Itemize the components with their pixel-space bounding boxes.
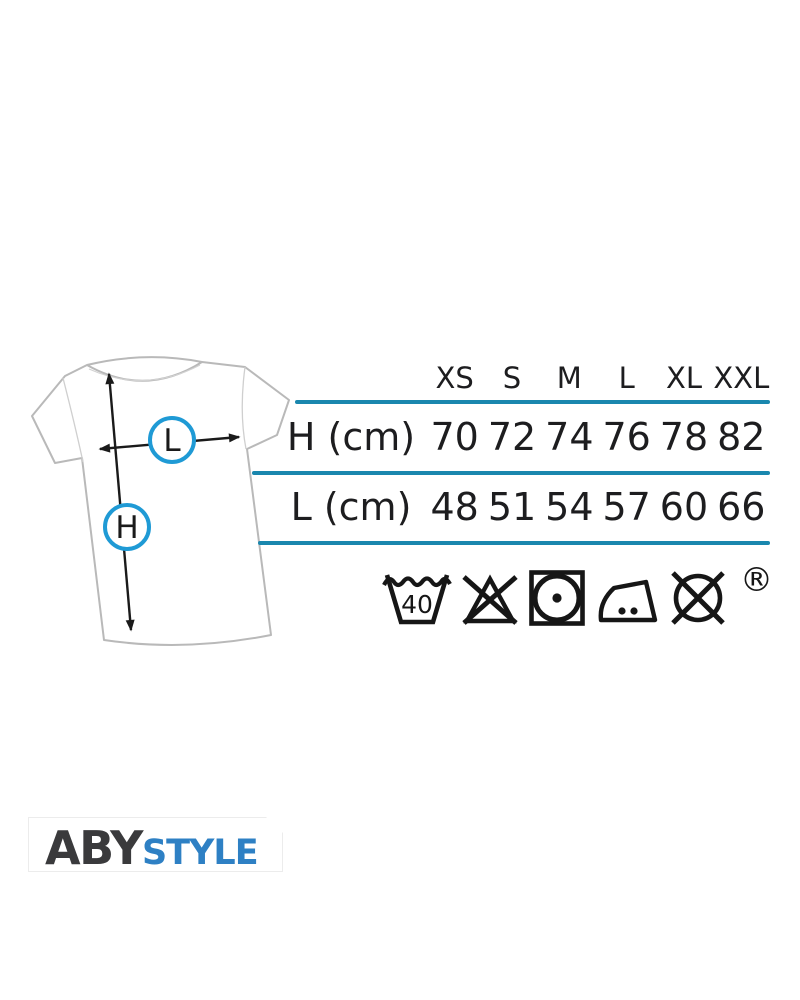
size-col-header: M bbox=[556, 360, 582, 395]
do-not-bleach-icon bbox=[462, 574, 518, 625]
tshirt-outline bbox=[31, 356, 290, 646]
size-value: 70 bbox=[430, 414, 479, 459]
row-label: H (cm) bbox=[286, 414, 416, 459]
size-value: 48 bbox=[430, 485, 479, 529]
size-table-header-row: XS S M L XL XXL bbox=[276, 355, 770, 400]
size-col-header: L bbox=[618, 360, 635, 395]
table-divider bbox=[295, 400, 770, 404]
width-circle bbox=[148, 416, 196, 464]
size-value: 76 bbox=[602, 414, 651, 459]
size-value: 78 bbox=[659, 414, 709, 459]
height-circle bbox=[103, 503, 151, 551]
tumble-dry-icon bbox=[529, 570, 585, 626]
size-value: 60 bbox=[659, 485, 709, 529]
size-col-header: XS bbox=[435, 360, 474, 395]
brand-logo-secondary: STYLE bbox=[141, 833, 259, 873]
size-value: 74 bbox=[545, 414, 594, 459]
tshirt-illustration: L H bbox=[31, 356, 290, 646]
tshirt-diagram: L H bbox=[25, 350, 305, 655]
machine-wash-icon: 40 bbox=[382, 574, 452, 625]
size-value: 82 bbox=[717, 414, 766, 459]
height-arrow bbox=[105, 372, 135, 632]
size-value: 51 bbox=[487, 485, 537, 529]
size-col-header: XXL bbox=[713, 360, 770, 395]
do-not-dry-clean-icon bbox=[671, 571, 725, 625]
wash-temperature-label: 40 bbox=[401, 590, 433, 619]
height-row: H (cm) 70 72 74 76 78 82 bbox=[276, 402, 770, 471]
size-value: 57 bbox=[602, 485, 651, 529]
registered-trademark-icon: ® bbox=[740, 560, 773, 599]
table-divider bbox=[252, 471, 770, 475]
row-label: L (cm) bbox=[290, 485, 412, 529]
width-circle-label: L bbox=[163, 423, 181, 459]
iron-icon bbox=[598, 579, 658, 623]
brand-logo-primary: ABY bbox=[45, 821, 143, 875]
length-row: L (cm) 48 51 54 57 60 66 bbox=[276, 473, 770, 541]
size-value: 54 bbox=[545, 485, 594, 529]
table-divider bbox=[258, 541, 770, 545]
care-symbols: 40 ® bbox=[382, 560, 773, 630]
height-circle-label: H bbox=[115, 510, 138, 546]
brand-logo: ABY STYLE bbox=[28, 817, 283, 872]
size-col-header: XL bbox=[665, 360, 702, 395]
size-col-header: S bbox=[502, 360, 522, 395]
size-value: 72 bbox=[487, 414, 537, 459]
size-value: 66 bbox=[717, 485, 766, 529]
